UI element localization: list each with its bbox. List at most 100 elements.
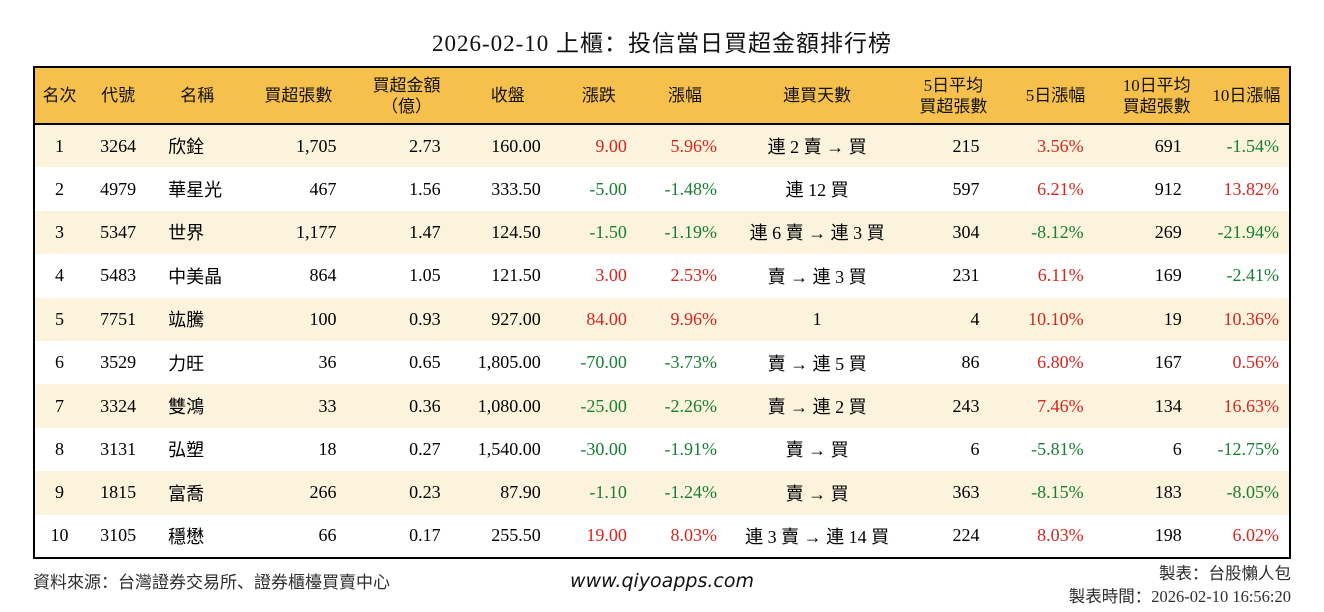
- close-cell: 87.90: [500, 482, 541, 503]
- avg5-cell: 224: [952, 525, 980, 546]
- close-cell: 1,540.00: [477, 438, 541, 459]
- table-row: 4 5483 中美晶 864 1.05 121.50 3.00 2.53% 賣 …: [34, 254, 1290, 298]
- rank-cell: 9: [55, 482, 65, 503]
- avg5-cell: 215: [952, 135, 980, 156]
- col-header-avg10: 10日平均 買超張數: [1109, 67, 1204, 125]
- table-row: 7 3324 雙鴻 33 0.36 1,080.00 -25.00 -2.26%…: [34, 384, 1290, 428]
- streak-cell: 連 6 賣 → 連 3 買: [749, 223, 885, 244]
- streak-cell: 連 3 賣 → 連 14 買: [745, 526, 890, 547]
- change-pct-cell: 8.03%: [670, 525, 718, 546]
- website-url: www.qiyoapps.com: [570, 570, 754, 592]
- name-cell: 竑騰: [168, 310, 205, 331]
- pct10-cell: 0.56%: [1232, 352, 1280, 373]
- code-cell: 5483: [100, 265, 137, 286]
- table-row: 3 5347 世界 1,177 1.47 124.50 -1.50 -1.19%…: [34, 210, 1290, 255]
- change-cell: -25.00: [580, 395, 627, 416]
- close-cell: 121.50: [491, 265, 541, 286]
- pct10-cell: -12.75%: [1217, 438, 1280, 459]
- pct10-cell: 6.02%: [1232, 525, 1280, 546]
- header-row: 名次 代號 名稱 買超張數 買超金額 （億） 收盤 漲跌 漲幅 連買天數 5日平…: [34, 67, 1290, 125]
- pct10-cell: 10.36%: [1223, 308, 1280, 329]
- col-header-change-pct: 漲幅: [640, 67, 730, 125]
- buy-amount-cell: 2.73: [409, 135, 441, 156]
- avg5-cell: 304: [952, 221, 980, 242]
- name-cell: 欣銓: [168, 137, 205, 158]
- change-cell: -5.00: [589, 178, 627, 199]
- change-pct-cell: 9.96%: [670, 308, 718, 329]
- report-maker: 製表：台股懶人包: [1159, 564, 1291, 583]
- close-cell: 160.00: [491, 135, 541, 156]
- avg10-cell: 134: [1154, 395, 1182, 416]
- table-row: 1 3264 欣銓 1,705 2.73 160.00 9.00 5.96% 連…: [34, 124, 1290, 168]
- buy-amount-cell: 1.56: [409, 178, 441, 199]
- table-row: 10 3105 穩懋 66 0.17 255.50 19.00 8.03% 連 …: [34, 514, 1290, 558]
- name-cell: 弘塑: [168, 440, 205, 461]
- avg5-cell: 4: [970, 308, 980, 329]
- pct5-cell: -5.81%: [1031, 438, 1084, 459]
- col-header-code: 代號: [84, 67, 153, 125]
- close-cell: 333.50: [491, 178, 541, 199]
- pct5-cell: -8.15%: [1031, 482, 1084, 503]
- avg10-cell: 691: [1154, 135, 1182, 156]
- buy-amount-cell: 0.93: [409, 308, 441, 329]
- col-header-rank: 名次: [34, 67, 85, 125]
- pct5-cell: 7.46%: [1037, 395, 1084, 416]
- col-header-buy-volume: 買超張數: [242, 67, 355, 125]
- avg10-cell: 19: [1163, 308, 1182, 329]
- rank-cell: 7: [55, 395, 65, 416]
- rank-cell: 3: [55, 221, 65, 242]
- buy-amount-cell: 0.65: [409, 352, 441, 373]
- code-cell: 3324: [100, 395, 137, 416]
- buy-volume-cell: 33: [318, 395, 337, 416]
- change-pct-cell: -3.73%: [664, 352, 718, 373]
- pct5-cell: -8.12%: [1031, 221, 1084, 242]
- streak-cell: 1: [812, 308, 822, 329]
- change-cell: 84.00: [586, 308, 627, 329]
- buy-volume-cell: 18: [318, 438, 337, 459]
- close-cell: 927.00: [491, 308, 541, 329]
- change-pct-cell: -1.19%: [664, 221, 718, 242]
- name-cell: 力旺: [168, 353, 205, 374]
- col-header-pct5: 5日漲幅: [1001, 67, 1110, 125]
- streak-cell: 賣 → 買: [785, 483, 849, 504]
- pct10-cell: -8.05%: [1226, 482, 1280, 503]
- change-cell: -1.50: [589, 221, 627, 242]
- table-row: 2 4979 華星光 467 1.56 333.50 -5.00 -1.48% …: [34, 167, 1290, 211]
- streak-cell: 賣 → 連 2 買: [767, 397, 867, 418]
- buy-volume-cell: 66: [318, 525, 337, 546]
- col-header-change: 漲跌: [556, 67, 641, 125]
- pct10-cell: -21.94%: [1217, 221, 1280, 242]
- streak-cell: 賣 → 連 3 買: [767, 266, 867, 287]
- data-source-note: 資料來源：台灣證券交易所、證券櫃檯買賣中心: [33, 573, 390, 592]
- code-cell: 3264: [100, 135, 137, 156]
- avg5-cell: 363: [952, 482, 980, 503]
- table-row: 8 3131 弘塑 18 0.27 1,540.00 -30.00 -1.91%…: [34, 427, 1290, 472]
- name-cell: 華星光: [168, 180, 223, 201]
- avg10-cell: 183: [1154, 482, 1182, 503]
- streak-cell: 賣 → 連 5 買: [767, 353, 867, 374]
- table-row: 5 7751 竑騰 100 0.93 927.00 84.00 9.96% 1 …: [34, 297, 1290, 341]
- rank-cell: 1: [55, 135, 65, 156]
- name-cell: 世界: [168, 223, 205, 244]
- pct5-cell: 8.03%: [1037, 525, 1084, 546]
- change-pct-cell: 5.96%: [670, 135, 718, 156]
- pct10-cell: -1.54%: [1226, 135, 1280, 156]
- pct10-cell: -2.41%: [1226, 265, 1280, 286]
- avg10-cell: 167: [1154, 352, 1182, 373]
- change-cell: -1.10: [589, 482, 627, 503]
- code-cell: 7751: [100, 308, 137, 329]
- avg5-cell: 86: [961, 352, 980, 373]
- change-pct-cell: -1.91%: [664, 438, 718, 459]
- col-header-pct10: 10日漲幅: [1203, 67, 1290, 125]
- close-cell: 255.50: [491, 525, 541, 546]
- pct10-cell: 16.63%: [1223, 395, 1280, 416]
- col-header-streak: 連買天數: [729, 67, 906, 125]
- buy-amount-cell: 0.23: [409, 482, 441, 503]
- change-pct-cell: -2.26%: [664, 395, 718, 416]
- buy-amount-cell: 0.17: [409, 525, 441, 546]
- rank-cell: 5: [55, 308, 65, 329]
- code-cell: 1815: [100, 482, 137, 503]
- change-cell: -30.00: [580, 438, 627, 459]
- streak-cell: 連 2 賣 → 買: [767, 137, 867, 158]
- rank-cell: 6: [55, 352, 65, 373]
